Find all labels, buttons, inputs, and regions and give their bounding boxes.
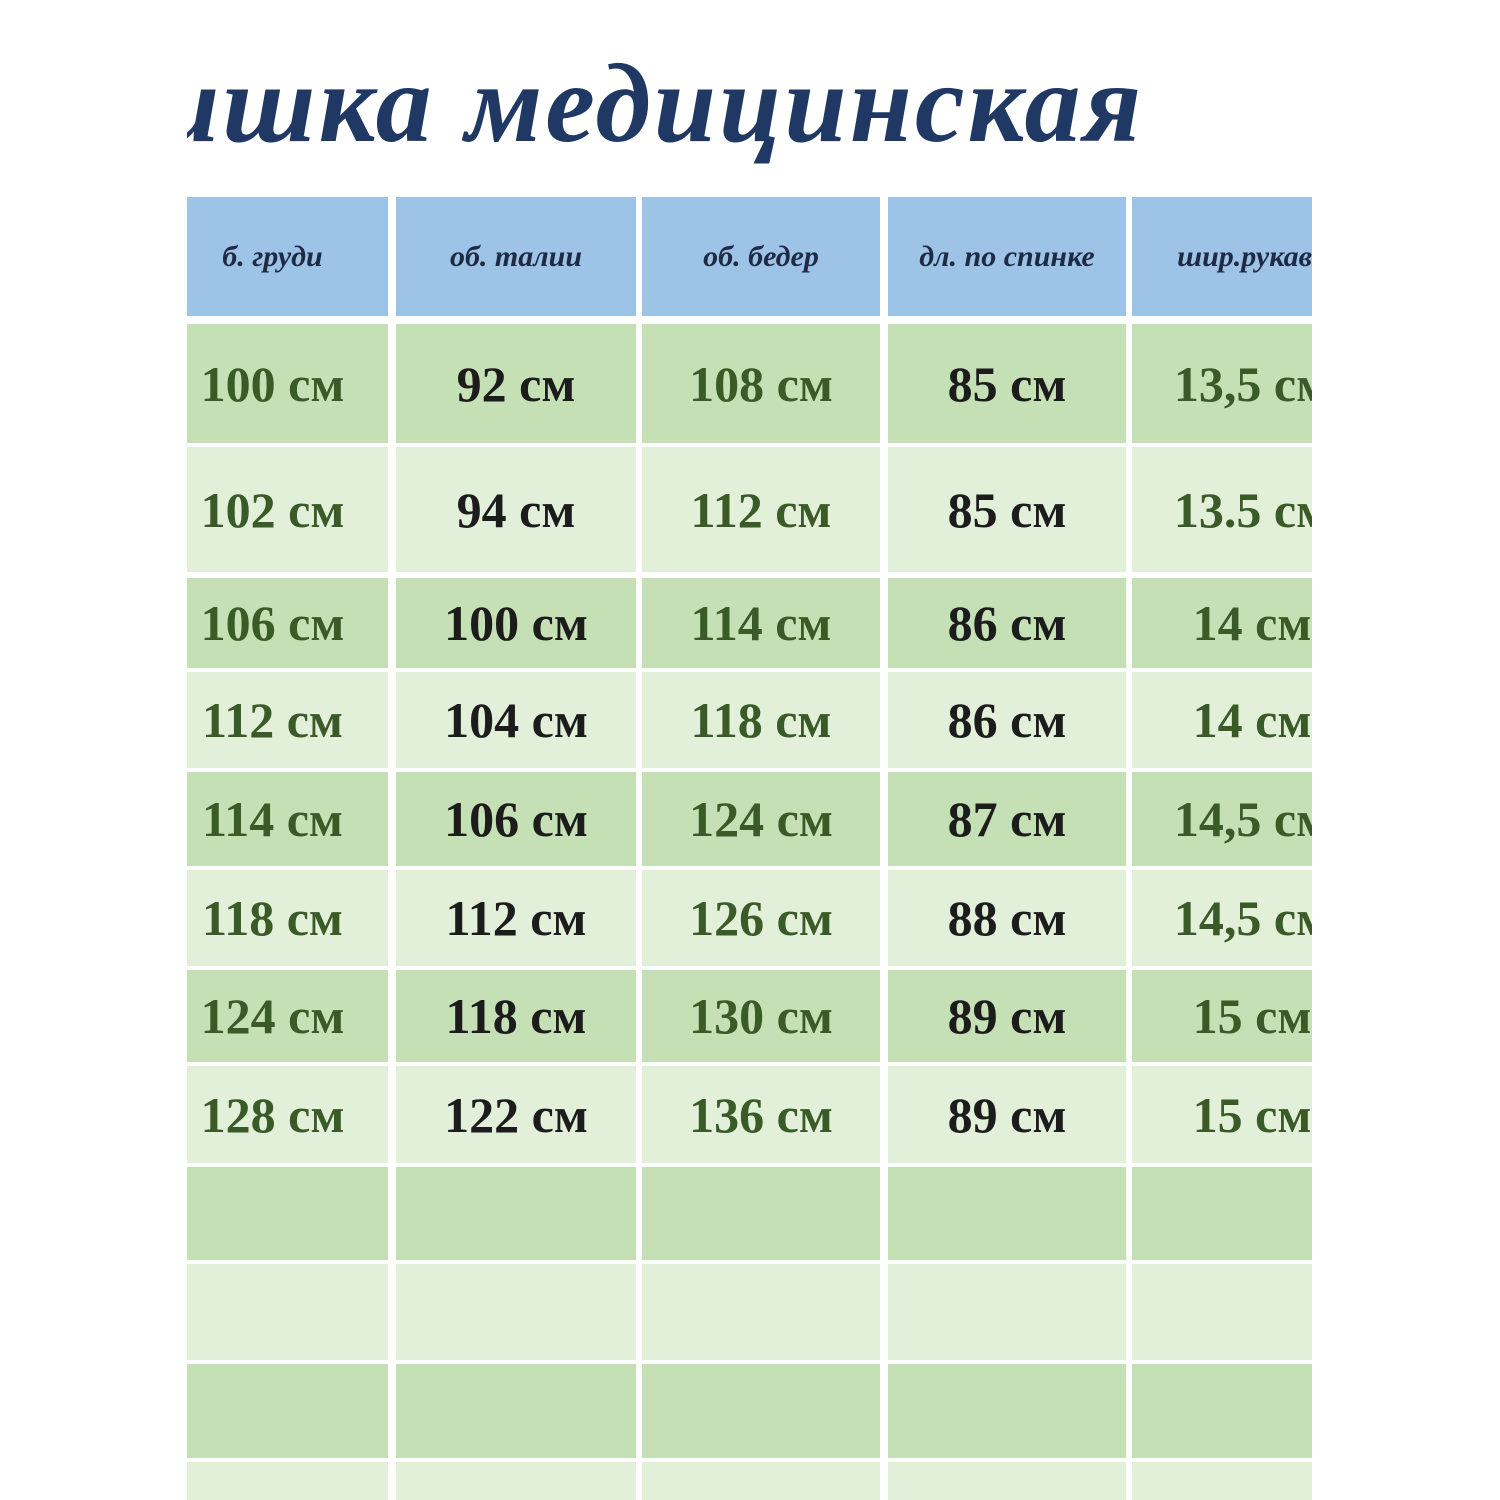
- empty-cell: [888, 1364, 1126, 1458]
- empty-cell: [396, 1364, 636, 1458]
- empty-cell: [1132, 1364, 1312, 1458]
- table-cell: 106 см: [396, 772, 636, 866]
- header-cell: об. талии: [396, 197, 636, 316]
- empty-cell: [187, 1462, 388, 1500]
- table-cell: 14 см: [1132, 578, 1312, 668]
- table-cell: 14,5 см: [1132, 772, 1312, 866]
- table-cell: 112 см: [396, 870, 636, 966]
- table-cell: 114 см: [642, 578, 880, 668]
- table-cell: 86 см: [888, 578, 1126, 668]
- table-cell: 118 см: [187, 870, 388, 966]
- empty-cell: [1132, 1167, 1312, 1260]
- table-cell: 92 см: [396, 324, 636, 443]
- empty-cell: [1132, 1264, 1312, 1360]
- empty-cell: [642, 1364, 880, 1458]
- header-cell: шир.рукава: [1132, 197, 1312, 316]
- table-cell: 122 см: [396, 1066, 636, 1163]
- header-cell: б. груди: [187, 197, 388, 316]
- table-cell: 106 см: [187, 578, 388, 668]
- content: ишка медицинская б. груди об. талии об. бе…: [187, 0, 1312, 1500]
- table-cell: 89 см: [888, 1066, 1126, 1163]
- table-cell: 104 см: [396, 672, 636, 768]
- empty-cell: [187, 1167, 388, 1260]
- empty-cell: [1132, 1462, 1312, 1500]
- empty-cell: [396, 1264, 636, 1360]
- header-cell: дл. по спинке: [888, 197, 1126, 316]
- table-cell: 15 см: [1132, 1066, 1312, 1163]
- table-cell: 130 см: [642, 970, 880, 1062]
- table-cell: 15 см: [1132, 970, 1312, 1062]
- table-cell: 136 см: [642, 1066, 880, 1163]
- table-cell: 124 см: [187, 970, 388, 1062]
- table-cell: 14,5 см: [1132, 870, 1312, 966]
- table-cell: 112 см: [187, 672, 388, 768]
- table-cell: 13,5 см: [1132, 324, 1312, 443]
- table-cell: 86 см: [888, 672, 1126, 768]
- table-cell: 88 см: [888, 870, 1126, 966]
- table-cell: 118 см: [396, 970, 636, 1062]
- title: ишка медицинская: [187, 42, 1145, 166]
- empty-cell: [396, 1462, 636, 1500]
- header-cell: об. бедер: [642, 197, 880, 316]
- table-cell: 128 см: [187, 1066, 388, 1163]
- table-cell: 14 см: [1132, 672, 1312, 768]
- empty-cell: [642, 1167, 880, 1260]
- table-cell: 13.5 см: [1132, 447, 1312, 572]
- empty-cell: [187, 1364, 388, 1458]
- table-cell: 85 см: [888, 447, 1126, 572]
- table-cell: 100 см: [187, 324, 388, 443]
- empty-cell: [888, 1264, 1126, 1360]
- table-cell: 112 см: [642, 447, 880, 572]
- table-cell: 85 см: [888, 324, 1126, 443]
- table-cell: 126 см: [642, 870, 880, 966]
- empty-cell: [888, 1462, 1126, 1500]
- table-cell: 114 см: [187, 772, 388, 866]
- table-cell: 89 см: [888, 970, 1126, 1062]
- table-cell: 102 см: [187, 447, 388, 572]
- table-cell: 108 см: [642, 324, 880, 443]
- table-cell: 100 см: [396, 578, 636, 668]
- table-cell: 94 см: [396, 447, 636, 572]
- empty-cell: [642, 1462, 880, 1500]
- empty-cell: [642, 1264, 880, 1360]
- table-cell: 118 см: [642, 672, 880, 768]
- empty-cell: [396, 1167, 636, 1260]
- empty-cell: [187, 1264, 388, 1360]
- table-cell: 87 см: [888, 772, 1126, 866]
- empty-cell: [888, 1167, 1126, 1260]
- table-cell: 124 см: [642, 772, 880, 866]
